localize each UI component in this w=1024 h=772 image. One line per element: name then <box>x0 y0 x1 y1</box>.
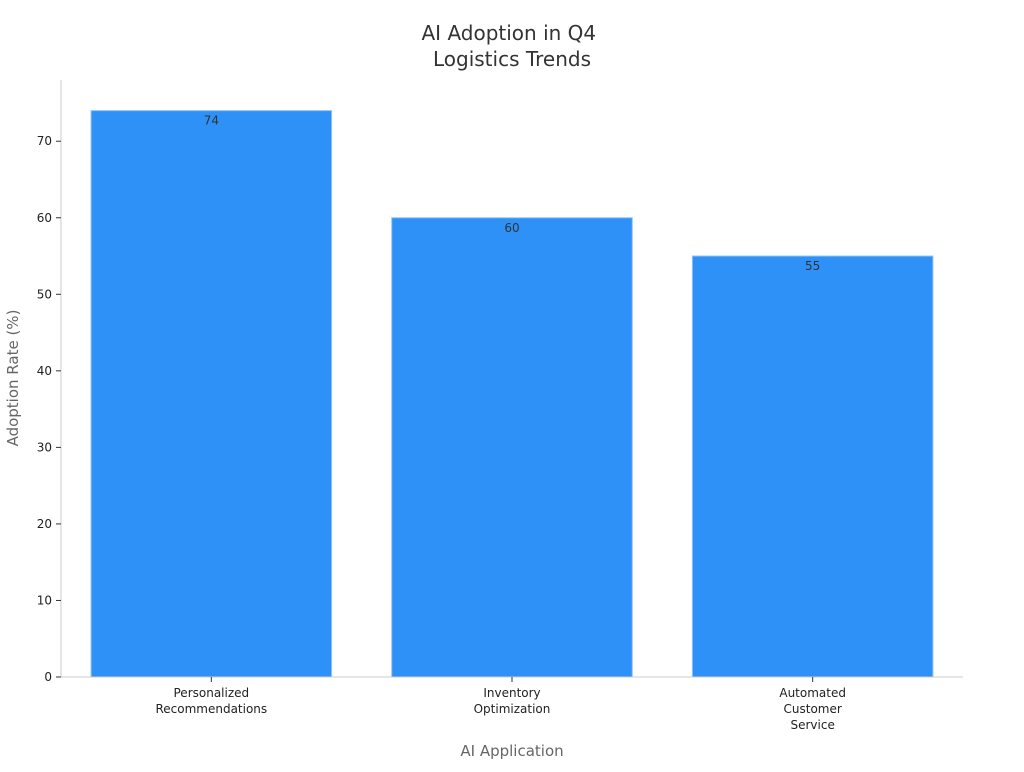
chart-title-line-1: AI Adoption in Q4 <box>422 21 597 45</box>
y-tick-label-6: 60 <box>37 211 52 225</box>
x-tick-label-1-line-0: Inventory <box>483 686 540 700</box>
chart-title: AI Adoption in Q4 Logistics Trends <box>422 21 603 71</box>
x-tick-label-1: Inventory Optimization <box>474 686 551 716</box>
bar-1 <box>391 217 633 678</box>
x-tick-label-2-line-1: Customer <box>784 702 842 716</box>
bar-2 <box>691 255 934 678</box>
data-label-1: 60 <box>504 221 519 235</box>
x-tick-label-2-line-0: Automated <box>779 686 846 700</box>
y-tick-label-7: 70 <box>37 134 52 148</box>
x-axis-title: AI Application <box>460 742 563 760</box>
x-tick-label-0: Personalized Recommendations <box>155 686 267 716</box>
y-tick-label-1: 10 <box>37 593 52 607</box>
y-tick-label-4: 40 <box>37 364 52 378</box>
y-tick-label-5: 50 <box>37 287 52 301</box>
data-label-2: 55 <box>805 259 820 273</box>
y-axis-title: Adoption Rate (%) <box>4 310 22 447</box>
data-label-0: 74 <box>204 114 219 128</box>
x-tick-label-2: Automated Customer Service <box>779 686 846 732</box>
bars-layer: 74 60 55 <box>90 110 934 678</box>
chart-title-line-2: Logistics Trends <box>433 47 591 71</box>
x-tick-label-2-line-2: Service <box>790 718 834 732</box>
y-tick-label-2: 20 <box>37 517 52 531</box>
x-tick-label-1-line-1: Optimization <box>474 702 551 716</box>
y-tick-label-0: 0 <box>44 670 52 684</box>
bar-0 <box>90 110 333 678</box>
x-tick-label-0-line-0: Personalized <box>174 686 250 700</box>
x-tick-label-0-line-1: Recommendations <box>155 702 267 716</box>
axes-layer: 0 10 20 30 40 50 60 70 Personalized Recommendatio… <box>37 80 963 732</box>
y-tick-label-3: 30 <box>37 440 52 454</box>
